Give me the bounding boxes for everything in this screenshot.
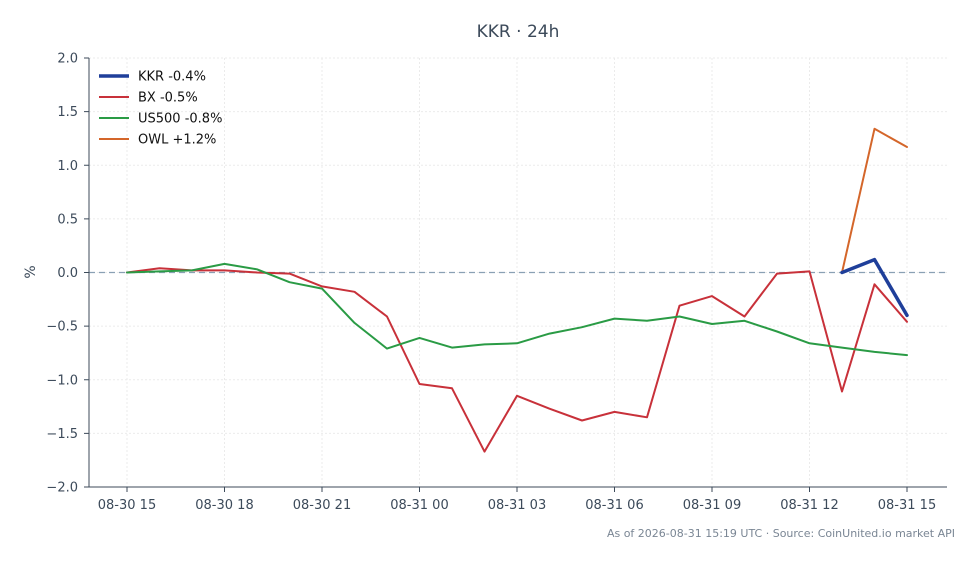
x-tick-label: 08-30 18 (195, 498, 253, 513)
x-tick-label: 08-31 06 (585, 498, 643, 513)
y-tick-label: −1.5 (46, 427, 78, 442)
y-tick-label: 0.5 (57, 212, 78, 227)
series-line-us500 (126, 262, 908, 357)
footer-source: As of 2026-08-31 15:19 UTC · Source: Coi… (607, 527, 955, 540)
y-tick-label: 0.0 (57, 266, 78, 281)
y-tick-label: 2.0 (57, 52, 78, 67)
series-line-owl (841, 127, 908, 274)
y-ticks: 2.0 1.5 1.0 0.5 0.0 −0.5 −1.0 −1.5 −2.0 (46, 52, 89, 496)
legend-label-us500: US500 -0.8% (138, 112, 222, 127)
x-tick-label: 08-31 09 (683, 498, 741, 513)
x-tick-label: 08-30 15 (98, 498, 156, 513)
x-tick-label: 08-31 15 (878, 498, 936, 513)
x-tick-label: 08-31 03 (488, 498, 546, 513)
y-tick-label: −2.0 (46, 481, 78, 496)
y-tick-label: −0.5 (46, 320, 78, 335)
legend: KKR -0.4% BX -0.5% US500 -0.8% OWL +1.2% (99, 70, 222, 148)
legend-label-bx: BX -0.5% (138, 91, 198, 106)
chart-title: KKR · 24h (477, 22, 560, 42)
y-tick-label: 1.0 (57, 159, 78, 174)
grid (89, 57, 947, 488)
x-ticks: 08-30 15 08-30 18 08-30 21 08-31 00 08-31 03… (98, 487, 936, 513)
series-group (126, 127, 909, 453)
y-tick-label: −1.0 (46, 373, 78, 388)
series-line-bx (126, 267, 908, 453)
y-tick-label: 1.5 (57, 105, 78, 120)
series-line-kkr (840, 257, 909, 318)
legend-label-owl: OWL +1.2% (138, 133, 216, 148)
y-axis-label: % (23, 265, 39, 278)
x-tick-label: 08-31 12 (780, 498, 838, 513)
legend-label-kkr: KKR -0.4% (138, 70, 206, 85)
x-tick-label: 08-30 21 (293, 498, 351, 513)
x-tick-label: 08-31 00 (390, 498, 448, 513)
